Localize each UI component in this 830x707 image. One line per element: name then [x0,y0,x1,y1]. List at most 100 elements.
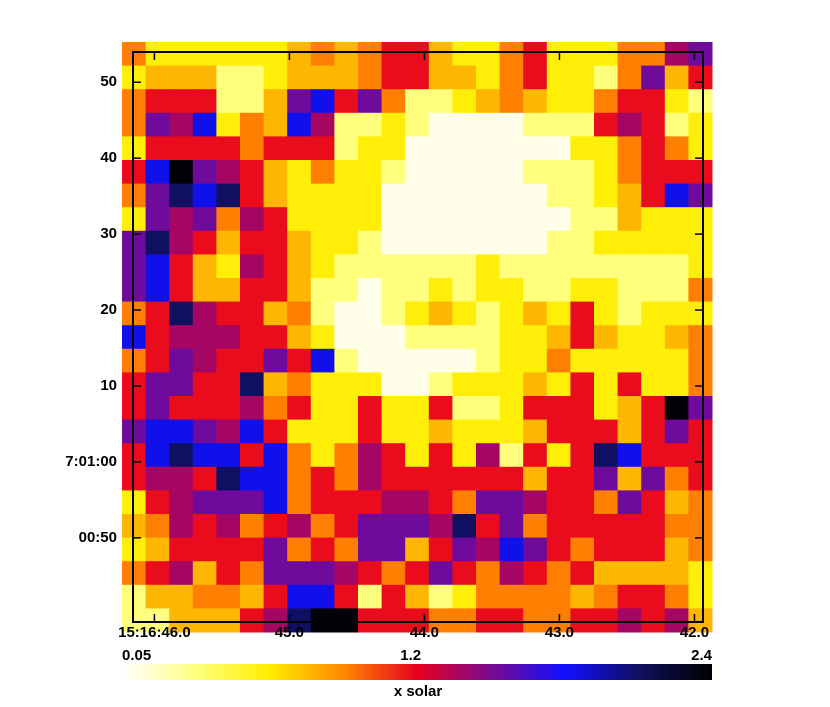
cell [688,254,713,279]
cell [216,466,241,491]
cell [499,42,524,67]
cell [476,112,501,137]
cell [240,537,265,562]
cell [192,396,217,421]
cell [169,561,194,586]
cell [169,278,194,303]
cell [664,584,689,609]
cell [546,584,571,609]
cell [664,372,689,397]
cell [452,584,477,609]
cell [122,490,147,515]
cell [122,65,147,90]
cell [405,183,430,208]
cell [664,160,689,185]
cell [499,254,524,279]
cell [641,136,666,161]
cell [192,183,217,208]
cell [145,325,170,350]
cell [688,89,713,114]
cell [594,254,619,279]
cell [641,419,666,444]
cell [617,160,642,185]
cell [664,537,689,562]
cell [263,514,288,539]
cell [594,584,619,609]
cell [405,348,430,373]
cell [145,136,170,161]
cell [287,65,312,90]
cell [452,136,477,161]
cell [688,419,713,444]
cell [570,608,595,633]
cell [405,584,430,609]
cell [476,584,501,609]
cell [546,537,571,562]
cell [428,348,453,373]
cell [381,160,406,185]
cell [216,537,241,562]
cell [688,443,713,468]
cell [287,561,312,586]
cell [570,207,595,232]
cell [546,396,571,421]
cell [240,348,265,373]
cell [499,466,524,491]
cell [664,396,689,421]
cell [287,348,312,373]
cell [310,301,335,326]
cell [594,372,619,397]
cell [476,230,501,255]
cell [452,348,477,373]
y-tick-label: 40 [100,149,117,166]
cell [334,278,359,303]
cell [240,112,265,137]
cell [476,608,501,633]
cell [310,89,335,114]
cell [216,419,241,444]
cell [523,537,548,562]
cell [310,419,335,444]
cell [594,537,619,562]
cell [546,207,571,232]
cell [405,372,430,397]
y-tick-label: 7:01:00 [65,453,117,470]
cell [358,396,383,421]
cell [192,136,217,161]
cell [617,443,642,468]
cell [617,254,642,279]
cell [523,514,548,539]
cell [145,301,170,326]
cell [263,278,288,303]
cell [334,183,359,208]
cell [452,443,477,468]
cell [263,183,288,208]
cell [287,136,312,161]
cell [570,325,595,350]
cell [428,561,453,586]
cell [641,490,666,515]
cell [546,254,571,279]
cell [240,42,265,67]
cell [192,230,217,255]
cell [570,136,595,161]
cell [617,561,642,586]
cell [641,348,666,373]
cell [499,584,524,609]
cell [594,230,619,255]
cell [617,183,642,208]
cell [358,160,383,185]
cell [122,160,147,185]
cell [664,89,689,114]
y-tick-label: 00:50 [79,529,117,546]
cell [476,514,501,539]
cell [617,89,642,114]
cell [169,112,194,137]
cell [570,230,595,255]
cell [287,183,312,208]
cell [169,608,194,633]
cell [499,183,524,208]
cell [617,537,642,562]
cell [664,443,689,468]
cell [240,490,265,515]
